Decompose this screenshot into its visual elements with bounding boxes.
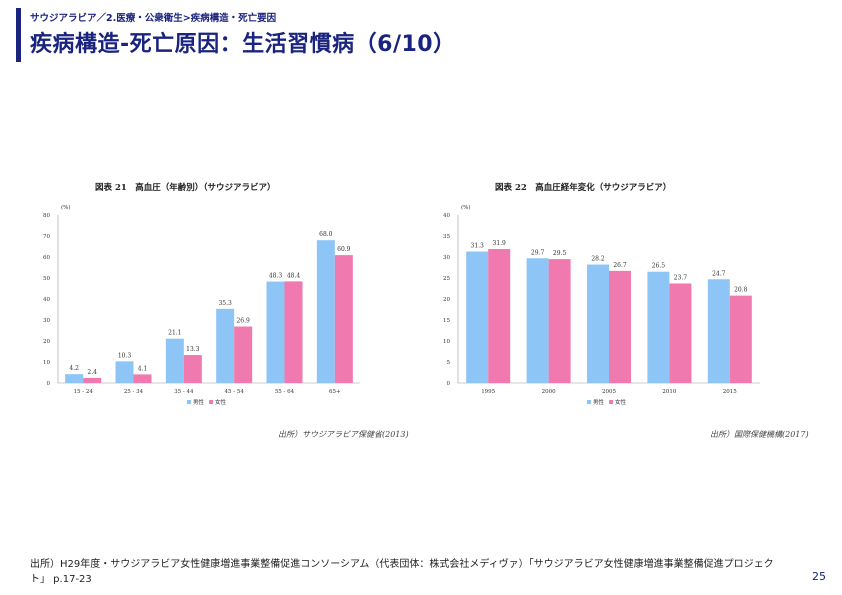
- x-tick-label: 15 - 24: [73, 389, 93, 395]
- chart-source-trend: 出所）国際保健機構(2017): [710, 430, 809, 439]
- y-tick-label: 0: [47, 381, 51, 387]
- legend-label-male: 男性: [593, 398, 605, 406]
- chart-title-age: 図表 21 高血圧（年齢別）（サウジアラビア）: [95, 183, 276, 193]
- x-tick-label: 25 - 34: [124, 389, 144, 395]
- chart-source-age: 出所）サウジアラビア保健省(2013): [278, 430, 409, 439]
- x-tick-label: 45 - 54: [224, 389, 244, 395]
- x-tick-label: 55 - 64: [275, 389, 295, 395]
- x-tick-label: 35 - 44: [174, 389, 194, 395]
- y-tick-label: 30: [43, 318, 50, 324]
- y-tick-label: 30: [443, 255, 450, 261]
- data-label-male: 24.7: [712, 270, 726, 277]
- bar-male: [466, 251, 489, 383]
- legend-swatch-female: [609, 400, 613, 404]
- data-label-male: 48.3: [269, 273, 283, 280]
- breadcrumb: サウジアラビア／2.医療・公衆衛生>疾病構造・死亡要因: [30, 13, 277, 24]
- title-accent-bar: [16, 8, 21, 62]
- x-tick-label: 2005: [602, 389, 616, 395]
- bar-male: [587, 264, 609, 383]
- y-tick-label: 0: [447, 381, 451, 387]
- bar-male: [647, 271, 670, 383]
- bar-female: [133, 374, 152, 383]
- bar-male: [316, 240, 335, 383]
- bar-female: [334, 255, 353, 383]
- data-label-female: 20.8: [734, 287, 748, 294]
- data-label-male: 4.2: [69, 365, 79, 372]
- x-tick-label: 2015: [723, 389, 737, 395]
- page-number: 25: [812, 570, 826, 583]
- bar-female: [183, 355, 202, 383]
- data-label-male: 28.2: [591, 256, 605, 263]
- data-label-male: 68.0: [319, 231, 333, 238]
- bar-male: [526, 258, 549, 383]
- data-label-female: 31.9: [493, 240, 507, 247]
- x-tick-label: 2010: [662, 389, 676, 395]
- legend-label-female: 女性: [215, 398, 227, 406]
- y-axis-unit: (%): [461, 204, 471, 211]
- x-tick-label: 65+: [329, 389, 341, 395]
- y-tick-label: 20: [43, 339, 50, 345]
- y-tick-label: 50: [43, 276, 50, 282]
- bar-male: [115, 361, 134, 383]
- chart-hypertension-by-age: (%) 0 10 20 30 40 50 60 70 80 4.2 2.4 15 - 24 10.3 4.1…: [43, 204, 360, 406]
- bar-male: [65, 374, 84, 383]
- data-label-female: 2.4: [87, 369, 97, 376]
- chart-hypertension-trend: (%) 0 5 10 15 20 25 30 35 40 31.3 31.9 1995 29.7 29.5 2…: [443, 204, 760, 406]
- y-tick-label: 40: [443, 213, 450, 219]
- chart-title-trend: 図表 22 高血圧経年変化（サウジアラビア）: [495, 183, 672, 193]
- footer-source: 出所）H29年度・サウジアラビア女性健康増進事業整備促進コンソーシアム（代表団体…: [30, 559, 774, 585]
- legend-swatch-male: [587, 400, 591, 404]
- bar-female: [548, 259, 571, 383]
- legend-swatch-male: [187, 400, 191, 404]
- y-tick-label: 5: [447, 360, 451, 366]
- y-tick-label: 70: [43, 234, 50, 240]
- data-label-male: 26.5: [652, 263, 666, 270]
- data-label-female: 26.7: [613, 262, 627, 269]
- data-label-female: 60.9: [337, 246, 351, 253]
- y-tick-label: 40: [43, 297, 50, 303]
- legend-swatch-female: [209, 400, 213, 404]
- y-tick-label: 10: [443, 339, 450, 345]
- y-tick-label: 10: [43, 360, 50, 366]
- bar-female: [83, 377, 102, 383]
- y-tick-label: 80: [43, 213, 50, 219]
- bar-male: [216, 308, 235, 383]
- data-label-female: 13.3: [186, 346, 200, 353]
- bar-female: [488, 249, 511, 383]
- bar-female: [729, 295, 752, 383]
- y-axis-unit: (%): [61, 204, 71, 211]
- bar-female: [234, 326, 253, 383]
- y-tick-label: 20: [443, 297, 450, 303]
- legend-label-female: 女性: [615, 398, 627, 406]
- x-tick-label: 1995: [481, 389, 495, 395]
- data-label-female: 4.1: [138, 365, 148, 372]
- data-label-female: 48.4: [287, 272, 301, 279]
- y-tick-label: 35: [443, 234, 450, 240]
- data-label-female: 29.5: [553, 250, 567, 257]
- y-tick-label: 15: [443, 318, 450, 324]
- bar-female: [609, 270, 631, 383]
- bar-male: [266, 281, 285, 383]
- y-tick-label: 60: [43, 255, 50, 261]
- data-label-female: 26.9: [236, 318, 250, 325]
- x-tick-label: 2000: [542, 389, 556, 395]
- bar-female: [284, 281, 303, 383]
- bar-female: [669, 283, 692, 383]
- bar-male: [165, 338, 184, 383]
- bar-male: [707, 279, 730, 383]
- legend-label-male: 男性: [193, 398, 205, 406]
- data-label-male: 10.3: [118, 352, 132, 359]
- data-label-male: 21.1: [168, 330, 181, 337]
- y-tick-label: 25: [443, 276, 450, 282]
- data-label-male: 35.3: [218, 300, 232, 307]
- page-title: 疾病構造-死亡原因：生活習慣病（6/10）: [30, 32, 456, 57]
- data-label-female: 23.7: [674, 274, 688, 281]
- data-label-male: 31.3: [471, 243, 485, 250]
- data-label-male: 29.7: [531, 249, 545, 256]
